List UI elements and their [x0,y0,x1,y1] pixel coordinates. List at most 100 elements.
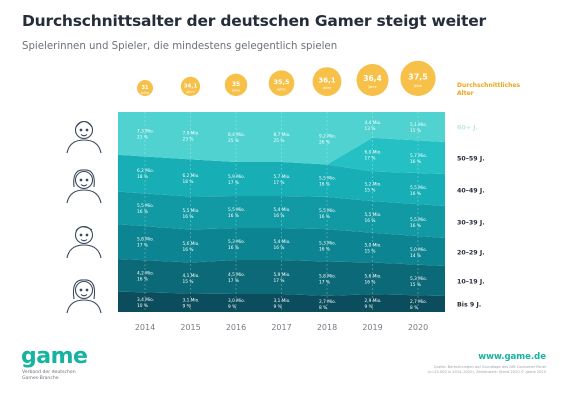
data-label-mio: 2,9 Mio. [365,298,382,304]
data-label-mio: 8,4 Mio. [228,132,245,138]
age-circle [356,64,389,96]
data-label-mio: 5,5 Mio. [228,207,245,213]
data-label-mio: 5,5 Mio. [183,208,200,214]
data-label-pct: 15 % [410,282,421,288]
data-label-pct: 16 % [319,182,330,188]
data-label-pct: 8 % [319,305,327,311]
data-label-pct: 17 % [137,243,148,249]
data-label-mio: 5,0 Mio. [365,243,382,249]
data-label-pct: 23 % [183,137,194,143]
age-unit: Jahre [413,84,422,88]
source-note-2: (n=25.000 in 2014–2020), Zahlenwert: Sta… [427,370,546,374]
icon-shoulders [66,139,102,154]
icon-eye [85,233,89,237]
data-label-mio: 4,5 Mio. [228,272,245,278]
data-label-mio: 6,0 Mio. [365,150,382,156]
data-label-pct: 16 % [365,218,376,224]
icon-eye [85,178,89,182]
data-label-mio: 5,5 Mio. [410,185,427,191]
icon-mouth [80,294,88,297]
man-icon [66,225,102,259]
data-label-mio: 4,2 Mio. [137,270,154,276]
data-label-pct: 17 % [274,278,285,284]
age-unit: Jahre [140,91,149,95]
data-label-mio: 5,0 Mio. [410,247,427,253]
icon-hair [72,279,96,300]
data-label-pct: 16 % [319,246,330,252]
x-tick-label: 2017 [271,323,291,332]
data-label-pct: 18 % [183,179,194,185]
data-label-mio: 5,3 Mio. [228,239,245,245]
area-bands [118,112,445,312]
data-label-pct: 16 % [410,159,421,165]
age-value: 34,1 [184,83,198,89]
age-value: 36,4 [363,74,382,83]
data-label-mio: 5,5 Mio. [319,176,336,182]
chart-title: Durchschnittsalter der deutschen Gamer s… [22,12,486,30]
data-label-mio: 5,7 Mio. [410,153,427,159]
data-label-pct: 25 % [274,138,285,144]
data-label-mio: 7,9 Mio. [183,131,200,137]
data-label-mio: 5,7 Mio. [274,174,291,180]
data-label-mio: 5,2 Mio. [365,181,382,187]
data-label-mio: 5,5 Mio. [319,208,336,214]
icon-head [74,170,94,190]
data-label-mio: 5,5 Mio. [137,203,154,209]
data-label-mio: 6,2 Mio. [183,173,200,179]
icon-mouth [80,184,88,187]
area-band [118,112,445,165]
age-value: 35,5 [273,78,290,86]
icon-hair [75,226,93,232]
data-label-mio: 5,1 Mio. [410,122,427,128]
age-circle [312,67,342,96]
data-label-pct: 16 % [274,245,285,251]
x-tick-label: 2018 [317,323,337,332]
data-label-pct: 8 % [410,305,418,311]
area-band [118,137,445,174]
data-label-mio: 3,0 Mio. [228,298,245,304]
data-label-mio: 3,1 Mio. [183,298,200,304]
data-label-pct: 17 % [319,280,330,286]
area-band [118,154,445,206]
data-label-mio: 7,3 Mio. [137,128,154,134]
data-label-pct: 17 % [274,180,285,186]
data-label-pct: 16 % [183,247,194,253]
data-label-mio: 5,6 Mio. [183,241,200,247]
data-label-pct: 15 % [365,249,376,255]
legend-title-line-1: Durchschnittliches [457,82,521,89]
data-label-mio: 3,1 Mio. [274,298,291,304]
x-tick-label: 2019 [362,323,382,332]
x-tick-label: 2014 [135,323,155,332]
data-label-pct: 21 % [137,134,148,140]
icon-shoulders [66,299,102,314]
data-label-mio: 5,6 Mio. [365,273,382,279]
icon-mouth [80,134,88,137]
icon-shoulders [66,244,102,259]
data-label-pct: 9 % [274,304,282,310]
area-band [118,191,445,238]
data-label-pct: 16 % [410,223,421,229]
data-label-mio: 4,4 Mio. [365,120,382,126]
legend-label: 10–19 J. [457,279,485,286]
icon-hair [73,169,95,188]
data-label-pct: 13 % [365,126,376,132]
chart-subtitle: Spielerinnen und Spieler, die mindestens… [22,41,338,52]
icon-head [74,280,94,300]
data-label-mio: 5,5 Mio. [410,217,427,223]
legend-title-line-2: Alter [457,90,474,97]
data-label-pct: 25 % [228,138,239,144]
data-label-pct: 9 % [365,304,373,310]
icon-hair [75,120,93,128]
data-label-pct: 16 % [183,214,194,220]
legend-label: 60+ J. [457,125,478,132]
data-label-mio: 5,8 Mio. [137,237,154,243]
website-link[interactable]: www.game.de [478,352,546,362]
data-label-mio: 5,3 Mio. [410,276,427,282]
age-value: 37,5 [408,72,428,81]
area-band [118,258,445,296]
data-label-mio: 5,8 Mio. [319,274,336,280]
x-tick-label: 2015 [180,323,200,332]
age-unit: Jahre [231,89,240,93]
icon-shoulders [66,189,102,204]
data-label-mio: 5,9 Mio. [274,272,291,278]
